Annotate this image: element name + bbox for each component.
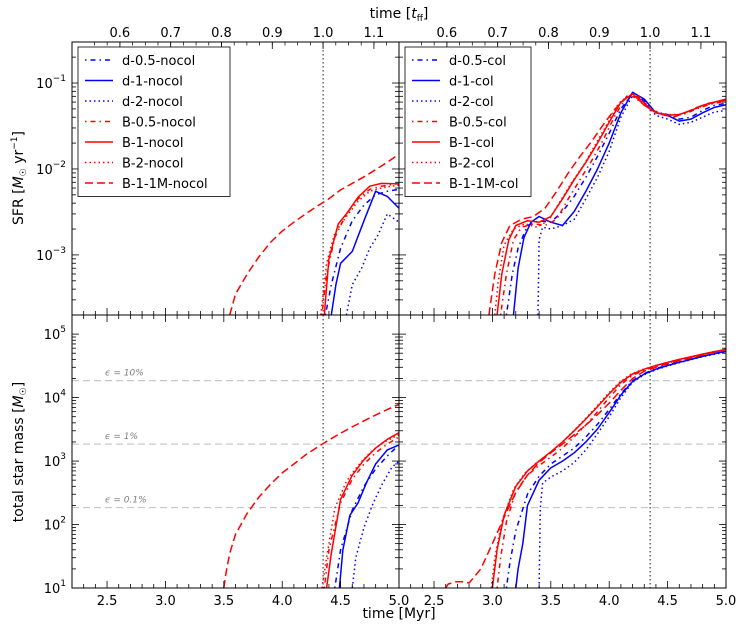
- panel-sfr-col: 0.6 0.7 0.8 0.9 1.0 1.1 d-0.5-col d-1-col d-2-co…: [398, 26, 727, 316]
- series-d-2-col: [537, 94, 726, 315]
- series-B-2-nocol: [320, 184, 399, 315]
- y-tick-label: 10−2: [36, 160, 66, 178]
- legend: d-0.5-nocol d-1-nocol d-2-nocol B-0.5-nocol…: [77, 46, 231, 197]
- series-B-1-col: [496, 92, 726, 315]
- y-tick-label: 105: [44, 325, 66, 343]
- y-tick-label: 102: [44, 516, 66, 534]
- series-B-1-1M-col: [488, 95, 726, 315]
- x-axis-label: time [Myr]: [362, 606, 435, 622]
- legend: d-0.5-col d-1-col d-2-col B-0.5-col B-1-col B…: [404, 46, 532, 197]
- top-tick-label: 0.9: [262, 26, 283, 41]
- series-B-0.5-col: [499, 95, 726, 315]
- mass-y-axis-label: total star mass [M☉]: [11, 382, 29, 522]
- top-tick-label: 0.6: [110, 26, 131, 41]
- x-tick-label: 2.5: [97, 594, 118, 609]
- x-tick-label: 3.0: [482, 594, 503, 609]
- series-d-2-col: [538, 351, 726, 588]
- panel-mass-nocol: ϵ = 0.1% ϵ = 1% ϵ = 10% 101 102 103 104 105 2.5 3…: [44, 314, 410, 609]
- top-tick-label: 1.1: [364, 26, 385, 41]
- top-tick-label: 1.0: [313, 26, 334, 41]
- y-tick-label: 104: [44, 389, 67, 407]
- x-tick-label: 4.0: [599, 594, 620, 609]
- top-axis-label: time [tff]: [370, 6, 429, 24]
- y-tick-label: 10−3: [36, 246, 66, 264]
- series-B-1-nocol: [323, 182, 399, 315]
- legend-entry: B-2-nocol: [122, 157, 183, 172]
- x-tick-label: 4.0: [272, 594, 293, 609]
- series-d-2-nocol: [351, 460, 399, 588]
- top-tick-label: 0.9: [589, 26, 610, 41]
- y-tick-label: 101: [44, 579, 66, 597]
- efficiency-label: ϵ = 0.1%: [105, 496, 147, 506]
- legend-entry: d-0.5-nocol: [122, 54, 195, 69]
- efficiency-label: ϵ = 10%: [105, 369, 144, 379]
- x-tick-label: 4.5: [330, 594, 351, 609]
- top-tick-label: 0.7: [487, 26, 508, 41]
- x-tick-label: 5.0: [389, 594, 410, 609]
- series-d-0.5-nocol: [334, 444, 399, 588]
- series-d-1-nocol: [330, 190, 399, 315]
- legend-entry: B-1-1M-nocol: [122, 177, 208, 192]
- top-tick-label: 0.7: [160, 26, 181, 41]
- series-d-1-col: [512, 91, 726, 315]
- legend-entry: d-1-nocol: [122, 75, 183, 90]
- legend-entry: B-0.5-col: [449, 116, 507, 131]
- top-tick-label: 0.6: [437, 26, 458, 41]
- x-tick-label: 3.0: [155, 594, 176, 609]
- series-B-2-col: [494, 93, 726, 315]
- series-d-1-nocol: [338, 444, 399, 588]
- series-d-0.5-nocol: [324, 188, 399, 315]
- series-B-0.5-nocol: [321, 182, 399, 315]
- y-tick-label: 10−1: [36, 74, 66, 92]
- legend-entry: B-0.5-nocol: [122, 116, 196, 131]
- x-tick-label: 5.0: [716, 594, 737, 609]
- x-tick-label: 3.5: [540, 594, 561, 609]
- legend-entry: d-2-col: [449, 95, 494, 110]
- legend-entry: d-0.5-col: [449, 54, 506, 69]
- series-B-2-nocol: [321, 434, 399, 588]
- series-B-1-1M-nocol: [223, 403, 399, 588]
- panel-frame: [398, 314, 727, 589]
- series-B-2-col: [490, 348, 726, 588]
- legend-entry: B-1-col: [449, 136, 494, 151]
- panel-mass-col: 2.5 3.0 3.5 4.0 4.5 5.0: [398, 314, 737, 609]
- y-tick-label: 103: [44, 452, 66, 470]
- series-B-0.5-nocol: [323, 436, 399, 588]
- series-d-1-col: [515, 350, 726, 588]
- panel-frame: [71, 314, 400, 589]
- top-tick-label: 0.8: [211, 26, 232, 41]
- legend-entry: B-1-1M-col: [449, 177, 518, 192]
- top-tick-label: 1.0: [640, 26, 661, 41]
- x-tick-label: 4.5: [657, 594, 678, 609]
- legend-entry: d-1-col: [449, 75, 494, 90]
- series-B-1-1M-col: [445, 348, 726, 588]
- sfr-y-axis-label: SFR [M☉ yr−1]: [10, 131, 29, 225]
- series-B-1-col: [491, 348, 726, 588]
- series-d-2-nocol: [345, 213, 399, 315]
- legend-entry: d-2-nocol: [122, 95, 183, 110]
- panel-sfr-nocol: 10−3 10−2 10−1 0.6 0.7 0.8 0.9 1.0 1.1 d-0.5-noco…: [36, 26, 400, 316]
- legend-entry: B-1-nocol: [122, 136, 183, 151]
- x-tick-label: 2.5: [424, 594, 445, 609]
- x-tick-label: 3.5: [213, 594, 234, 609]
- top-tick-label: 0.8: [538, 26, 559, 41]
- efficiency-label: ϵ = 1%: [105, 432, 138, 442]
- series-B-1-1M-nocol: [228, 153, 399, 315]
- series-B-0.5-col: [496, 349, 726, 588]
- legend-entry: B-2-col: [449, 157, 494, 172]
- top-tick-label: 1.1: [691, 26, 712, 41]
